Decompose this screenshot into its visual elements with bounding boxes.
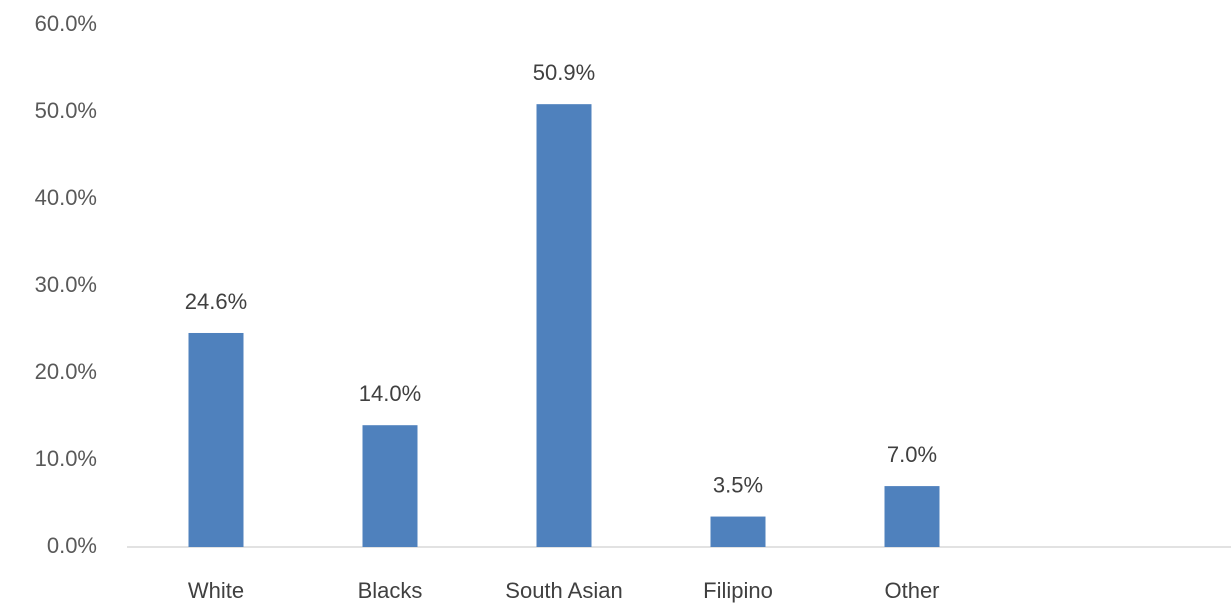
x-tick-label: South Asian [505,578,622,603]
y-tick-label: 40.0% [35,185,97,210]
data-label: 14.0% [359,381,421,406]
data-label: 7.0% [887,442,937,467]
y-tick-label: 30.0% [35,272,97,297]
data-label: 24.6% [185,289,247,314]
x-tick-label: Blacks [358,578,423,603]
y-tick-label: 50.0% [35,98,97,123]
bar [362,425,418,547]
y-tick-label: 60.0% [35,11,97,36]
x-tick-label: White [188,578,244,603]
y-tick-label: 20.0% [35,359,97,384]
data-label: 3.5% [713,472,763,497]
bar [884,486,940,547]
bar [536,104,592,548]
y-tick-label: 10.0% [35,446,97,471]
data-label: 50.9% [533,60,595,85]
bar [188,332,244,547]
bar [710,516,766,547]
x-tick-label: Other [884,578,939,603]
y-tick-label: 0.0% [47,533,97,558]
x-tick-label: Filipino [703,578,773,603]
